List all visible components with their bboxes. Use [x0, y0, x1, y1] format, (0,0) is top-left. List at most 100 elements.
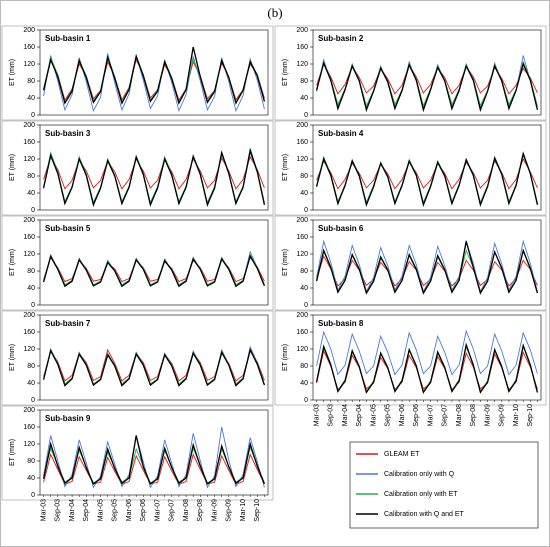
panel-frame — [274, 310, 547, 406]
y-tick-label: 40 — [27, 95, 35, 102]
y-tick-label: 200 — [23, 27, 35, 34]
legend-label: GLEAM ET — [384, 451, 420, 458]
x-tick-label: Sep-05 — [385, 404, 392, 427]
x-tick-label: Sep-10 — [254, 499, 261, 522]
x-tick-label: Sep-04 — [83, 499, 90, 522]
panel-title: Sub-basin 8 — [318, 319, 364, 328]
series-line — [42, 254, 266, 288]
x-tick-label: Mar-10 — [513, 404, 520, 426]
y-tick-label: 160 — [23, 139, 35, 146]
x-tick-label: Mar-04 — [342, 404, 349, 426]
x-tick-label: Mar-09 — [211, 499, 218, 521]
y-tick-label: 40 — [27, 285, 35, 292]
y-tick-label: 80 — [300, 173, 308, 180]
y-tick-label: 120 — [296, 61, 308, 68]
y-tick-label: 0 — [31, 492, 35, 499]
y-tick-label: 120 — [23, 346, 35, 353]
y-tick-label: 200 — [23, 407, 35, 414]
y-tick-label: 40 — [27, 190, 35, 197]
y-tick-label: 160 — [296, 234, 308, 241]
legend-label: Calibration only with ET — [384, 491, 458, 498]
x-tick-label: Sep-05 — [112, 499, 119, 522]
x-tick-label: Mar-08 — [183, 499, 190, 521]
panel-title: Sub-basin 7 — [45, 319, 91, 328]
x-tick-label: Mar-06 — [399, 404, 406, 426]
y-tick-label: 40 — [300, 190, 308, 197]
plot-area — [312, 124, 542, 211]
series-line — [316, 329, 538, 376]
y-tick-label: 80 — [27, 458, 35, 465]
x-tick-label: Mar-07 — [427, 404, 434, 426]
y-tick-label: 120 — [296, 251, 308, 258]
plot-area — [39, 29, 269, 116]
y-axis-label: ET (mm) — [9, 249, 16, 276]
y-tick-label: 120 — [296, 156, 308, 163]
series-line — [42, 348, 266, 387]
y-tick-label: 40 — [300, 95, 308, 102]
y-tick-label: 160 — [296, 44, 308, 51]
y-tick-label: 80 — [300, 78, 308, 85]
y-axis-label: ET (mm) — [282, 154, 289, 181]
series-line — [43, 453, 265, 485]
panel-frame — [1, 215, 274, 311]
legend-label: Calibration with Q and ET — [384, 511, 464, 518]
y-tick-label: 80 — [27, 363, 35, 370]
y-tick-label: 40 — [27, 380, 35, 387]
y-tick-label: 80 — [27, 268, 35, 275]
x-tick-label: Sep-08 — [197, 499, 204, 522]
y-tick-label: 80 — [27, 78, 35, 85]
y-axis-label: ET (mm) — [282, 249, 289, 276]
panel-title: Sub-basin 4 — [318, 129, 364, 138]
figure-title: (b) — [267, 5, 282, 20]
y-tick-label: 200 — [23, 122, 35, 129]
panel-frame — [1, 25, 274, 121]
x-tick-label: Sep-03 — [328, 404, 335, 427]
y-tick-label: 120 — [23, 441, 35, 448]
plot-area — [312, 29, 542, 116]
series-line — [315, 151, 539, 208]
legend-box — [349, 441, 539, 529]
x-tick-label: Sep-03 — [55, 499, 62, 522]
x-tick-label: Mar-04 — [69, 499, 76, 521]
y-tick-label: 200 — [296, 217, 308, 224]
plot-area — [312, 314, 542, 401]
y-tick-label: 80 — [27, 173, 35, 180]
y-tick-label: 80 — [300, 363, 308, 370]
series-line — [315, 61, 539, 113]
panel-title: Sub-basin 1 — [45, 34, 91, 43]
x-tick-label: Sep-06 — [413, 404, 420, 427]
y-tick-label: 0 — [31, 397, 35, 404]
plot-area — [39, 409, 269, 496]
x-tick-label: Mar-03 — [40, 499, 47, 521]
x-tick-label: Sep-08 — [470, 404, 477, 427]
x-tick-label: Sep-09 — [499, 404, 506, 427]
y-tick-label: 0 — [304, 112, 308, 119]
x-tick-label: Mar-08 — [456, 404, 463, 426]
y-tick-label: 160 — [23, 234, 35, 241]
plot-area — [312, 219, 542, 306]
y-axis-label: ET (mm) — [282, 344, 289, 371]
series-line — [316, 239, 538, 293]
plot-area — [39, 314, 269, 401]
panel-frame — [1, 310, 274, 406]
y-tick-label: 200 — [296, 312, 308, 319]
y-axis-label: ET (mm) — [9, 439, 16, 466]
series-line — [315, 342, 539, 394]
y-tick-label: 40 — [300, 285, 308, 292]
series-line — [315, 241, 539, 295]
panel-frame — [274, 120, 547, 216]
x-tick-label: Mar-05 — [370, 404, 377, 426]
plot-area — [39, 124, 269, 211]
y-tick-label: 0 — [304, 207, 308, 214]
panel-title: Sub-basin 6 — [318, 224, 364, 233]
y-tick-label: 0 — [304, 397, 308, 404]
plot-area — [39, 219, 269, 306]
panel-title: Sub-basin 5 — [45, 224, 91, 233]
x-tick-label: Mar-10 — [240, 499, 247, 521]
legend-label: Calibration only with Q — [384, 471, 455, 478]
panel-title: Sub-basin 9 — [45, 414, 91, 423]
y-tick-label: 80 — [300, 268, 308, 275]
y-axis-label: ET (mm) — [282, 59, 289, 86]
y-axis-label: ET (mm) — [9, 59, 16, 86]
